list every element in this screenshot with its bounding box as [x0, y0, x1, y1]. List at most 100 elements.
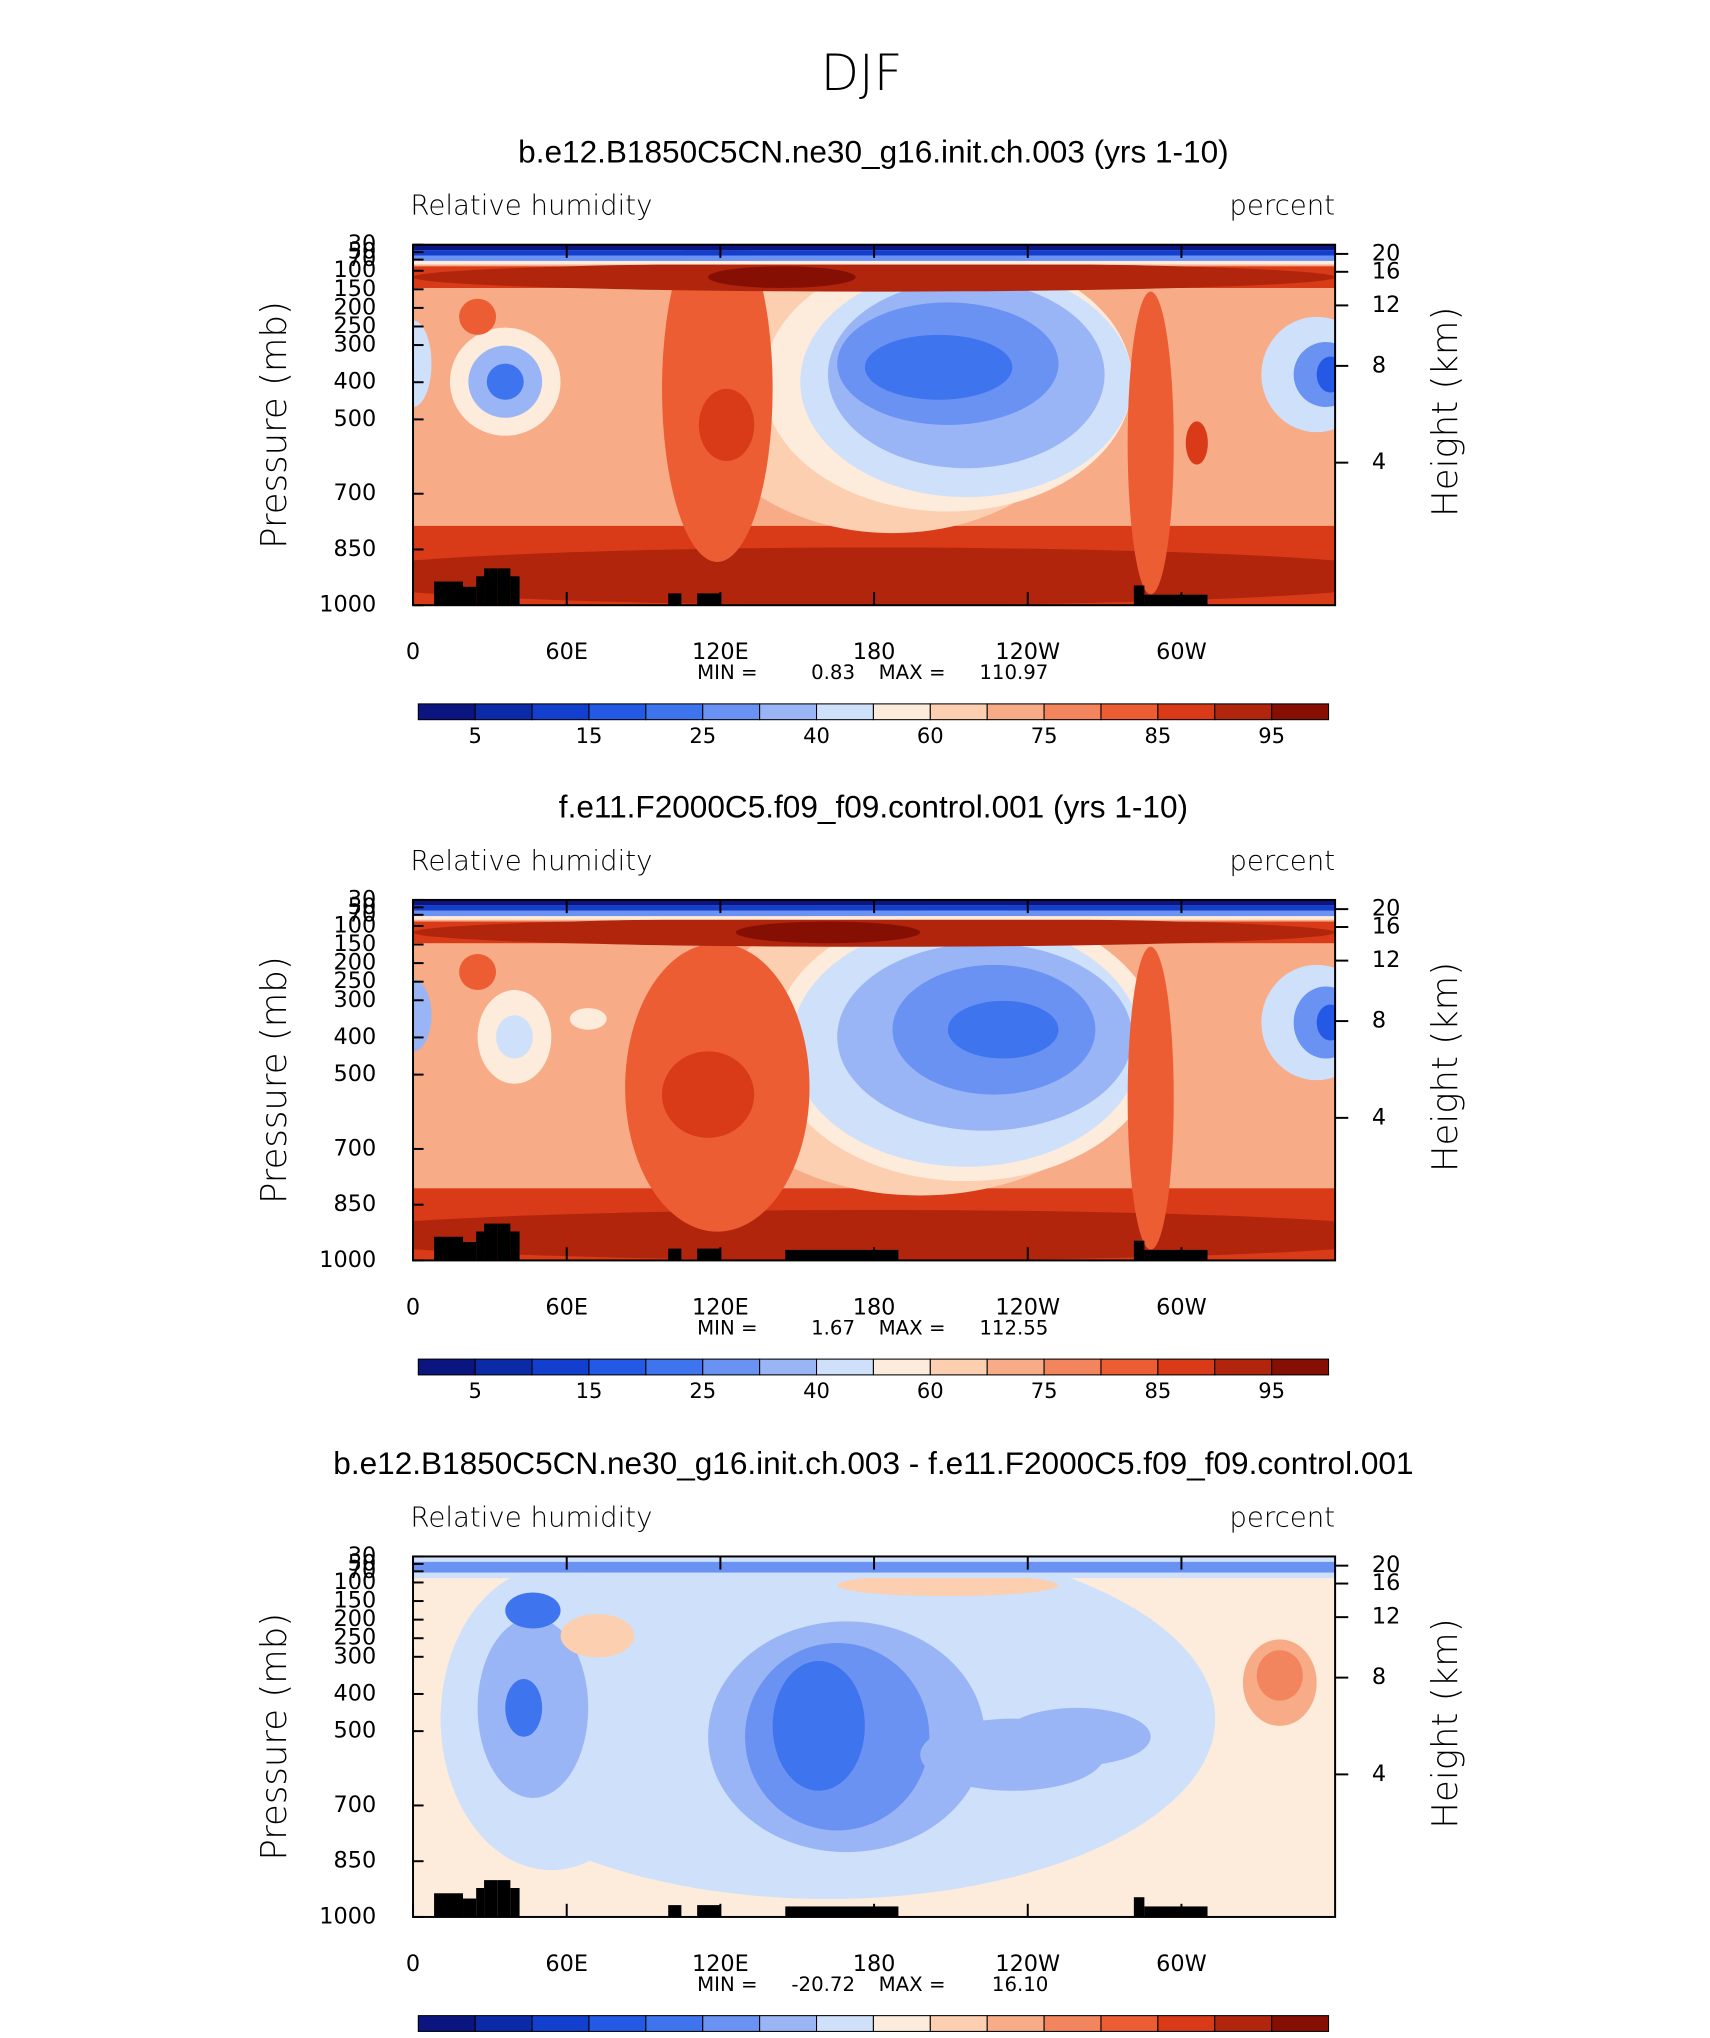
y2-tick-label: 12: [1372, 1604, 1400, 1630]
colorbar-label: 85: [1144, 723, 1171, 748]
y-tick-label: 250: [334, 968, 377, 994]
contour-fill: [413, 547, 1336, 606]
x-tick-label: 120W: [995, 1294, 1060, 1320]
colorbar-box: [1157, 1358, 1216, 1376]
contour-fill: [413, 1572, 1336, 1579]
colorbar-box: [1157, 703, 1216, 721]
colorbar-box: [531, 2015, 590, 2032]
topography: [463, 1898, 477, 1917]
colorbar-box: [815, 1358, 874, 1376]
colorbar-box: [702, 1358, 761, 1376]
y2-tick-label: 16: [1372, 258, 1400, 284]
colorbar-box: [531, 703, 590, 721]
topography: [476, 576, 485, 606]
colorbar-box: [645, 1358, 704, 1376]
colorbar-box: [1271, 703, 1330, 721]
contour-fill: [1003, 1707, 1151, 1766]
y2-axis-label: Height (km): [1425, 307, 1466, 517]
colorbar-label: 15: [1031, 2035, 1058, 2038]
colorbar-box: [1271, 2015, 1330, 2032]
contour-fill: [698, 388, 755, 462]
colorbar-box: [1043, 703, 1102, 721]
colorbar-label: 25: [689, 723, 716, 748]
contour-fill: [505, 1679, 543, 1737]
x-tick-label: 60W: [1156, 1951, 1207, 1977]
panel: b.e12.B1850C5CN.ne30_g16.init.ch.003 - f…: [254, 1445, 1466, 2038]
topography: [668, 1248, 682, 1261]
colorbar-label: 95: [1258, 1378, 1285, 1403]
panel: f.e11.F2000C5.f09_f09.control.001 (yrs 1…: [254, 788, 1466, 1403]
colorbar-box: [588, 1358, 647, 1376]
y-tick-label: 850: [334, 536, 377, 562]
topography: [510, 1888, 520, 1917]
contour-fill: [1256, 1650, 1303, 1701]
colorbar-box: [986, 703, 1045, 721]
colorbar-box: [1214, 703, 1273, 721]
colorbar-label: 60: [917, 1378, 944, 1403]
min-label: MIN =: [697, 1973, 757, 1996]
y-tick-label: 400: [334, 369, 377, 395]
max-value: 112.55: [979, 1316, 1048, 1339]
y-tick-label: 100: [334, 912, 377, 938]
contour-fill: [496, 1015, 533, 1059]
colorbar-box: [1100, 2015, 1159, 2032]
topography: [1133, 585, 1145, 606]
x-tick-label: 60E: [545, 639, 588, 665]
topography: [463, 1242, 477, 1261]
colorbar-box: [1100, 703, 1159, 721]
max-label: MAX =: [879, 1316, 946, 1339]
y-tick-label: 400: [334, 1680, 377, 1706]
contour-fill: [413, 1209, 1336, 1261]
colorbar-label: -5: [806, 2035, 827, 2038]
colorbar-box: [417, 703, 476, 721]
y-tick-label: 300: [334, 1643, 377, 1669]
y2-tick-label: 12: [1372, 947, 1400, 973]
contour-fill: [413, 979, 432, 1052]
y-tick-label: 1000: [319, 1903, 376, 1929]
x-tick-label: 60E: [545, 1294, 588, 1320]
contour-fill: [413, 262, 1335, 292]
y-tick-label: 150: [334, 276, 377, 302]
figure-title: DJF: [821, 44, 903, 102]
right-label: percent: [1229, 844, 1335, 877]
colorbar-box: [815, 2015, 874, 2032]
y-axis-label: Pressure (mb): [254, 956, 295, 1204]
topography: [510, 576, 520, 606]
colorbar-label: 5: [468, 723, 481, 748]
colorbar-label: 15: [576, 723, 603, 748]
colorbar-box: [929, 1358, 988, 1376]
topography: [1144, 1906, 1208, 1917]
colorbar-label: -40: [515, 2035, 549, 2038]
colorbar-label: 95: [1258, 723, 1285, 748]
y2-axis-label: Height (km): [1425, 1618, 1466, 1828]
colorbar-box: [1157, 2015, 1216, 2032]
y-tick-label: 30: [348, 886, 376, 912]
colorbar-box: [872, 2015, 931, 2032]
left-label: Relative humidity: [410, 1500, 652, 1533]
colorbar-box: [588, 703, 647, 721]
topography: [434, 581, 464, 606]
colorbar-box: [1043, 1358, 1102, 1376]
contour-fill: [864, 334, 1013, 400]
y-tick-label: 200: [334, 1606, 377, 1632]
min-value: 1.67: [811, 1316, 855, 1339]
y-axis-label: Pressure (mb): [254, 301, 295, 549]
colorbar-label: 0: [867, 2035, 880, 2038]
y-tick-label: 150: [334, 1588, 377, 1614]
contour-fill: [413, 320, 432, 407]
y-tick-label: 300: [334, 987, 377, 1013]
max-value: 110.97: [979, 661, 1048, 684]
x-tick-label: 120W: [995, 1951, 1060, 1977]
y-tick-label: 400: [334, 1024, 377, 1050]
y2-tick-label: 12: [1372, 292, 1400, 318]
contour-fill: [459, 954, 497, 991]
contour-fill: [459, 298, 497, 335]
colorbar-label: 5: [468, 1378, 481, 1403]
x-tick-label: 120E: [692, 1294, 749, 1320]
topography: [463, 586, 477, 606]
x-tick-label: 120W: [995, 639, 1060, 665]
y2-tick-label: 4: [1372, 1104, 1386, 1130]
y-tick-label: 70: [348, 1558, 376, 1584]
topography: [1133, 1897, 1145, 1917]
contour-fill: [413, 255, 1336, 261]
